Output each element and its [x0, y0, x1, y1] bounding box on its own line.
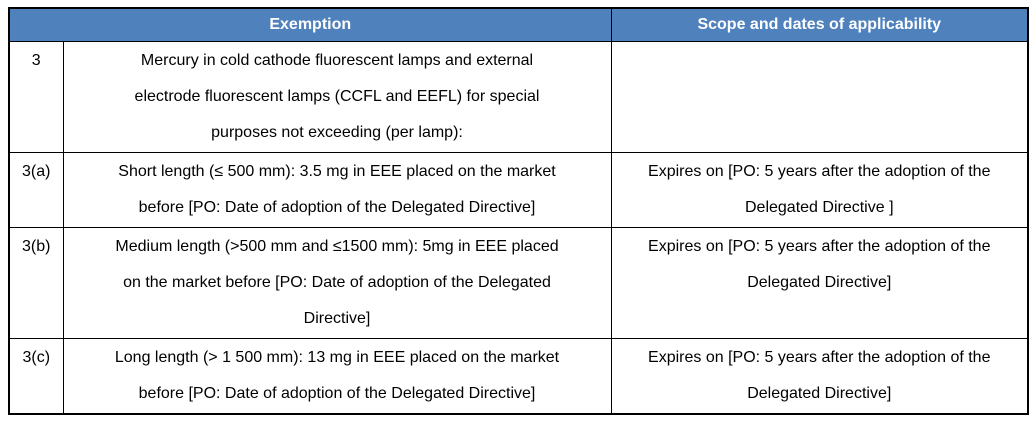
- table-row: 3(b) Medium length (>500 mm and ≤1500 mm…: [8, 227, 1029, 339]
- scope-text-cell: Expires on [PO: 5 years after the adopti…: [610, 227, 1029, 339]
- exemption-text-cell: Medium length (>500 mm and ≤1500 mm): 5m…: [62, 227, 612, 339]
- scope-text-cell: Expires on [PO: 5 years after the adopti…: [610, 338, 1029, 415]
- exemption-table: Exemption Scope and dates of applicabili…: [8, 7, 1030, 415]
- scope-text-cell: Expires on [PO: 5 years after the adopti…: [610, 152, 1029, 228]
- exemption-id-cell: 3(c): [8, 338, 64, 415]
- exemption-id-cell: 3(b): [8, 227, 64, 339]
- exemption-text-cell: Short length (≤ 500 mm): 3.5 mg in EEE p…: [62, 152, 612, 228]
- exemption-id-cell: 3: [8, 41, 64, 153]
- scope-text-cell: [610, 41, 1029, 153]
- exemption-text-cell: Long length (> 1 500 mm): 13 mg in EEE p…: [62, 338, 612, 415]
- table-row: 3(c) Long length (> 1 500 mm): 13 mg in …: [8, 338, 1029, 415]
- column-header-scope: Scope and dates of applicability: [610, 7, 1029, 42]
- table-row: 3 Mercury in cold cathode fluorescent la…: [8, 41, 1029, 153]
- column-header-exemption: Exemption: [8, 7, 612, 42]
- exemption-text-cell: Mercury in cold cathode fluorescent lamp…: [62, 41, 612, 153]
- exemption-id-cell: 3(a): [8, 152, 64, 228]
- table-row: 3(a) Short length (≤ 500 mm): 3.5 mg in …: [8, 152, 1029, 228]
- table-header-row: Exemption Scope and dates of applicabili…: [8, 7, 1029, 42]
